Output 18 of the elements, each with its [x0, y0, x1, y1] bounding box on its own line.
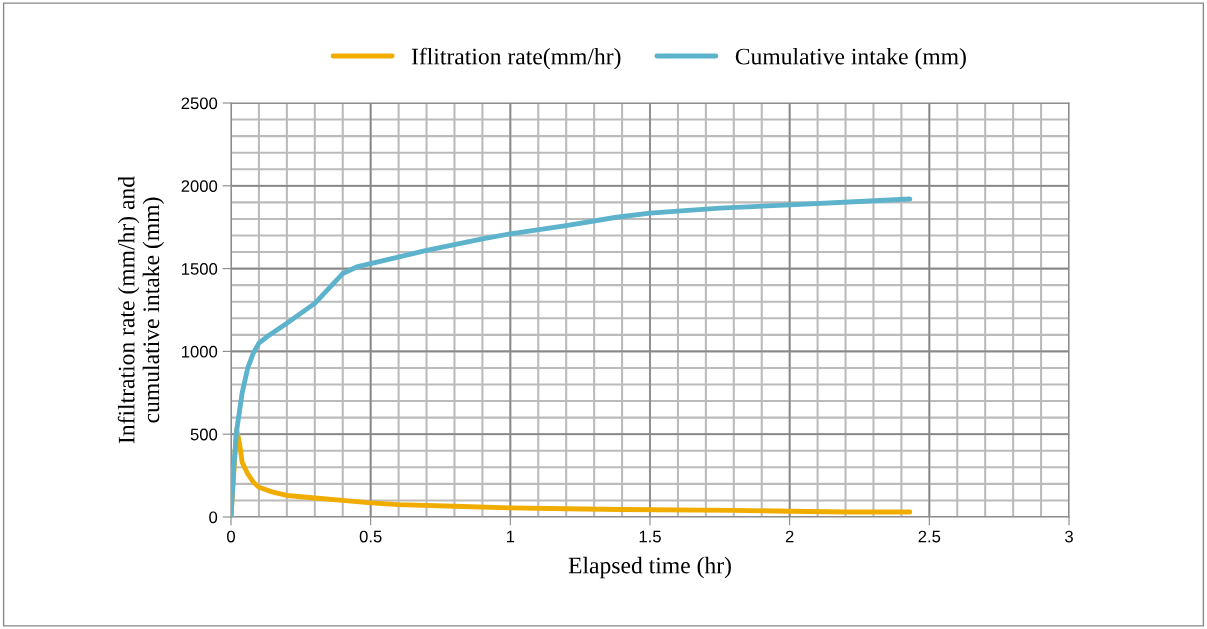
y-tick-label: 0 [209, 511, 218, 524]
x-tick-label: 3 [1065, 530, 1073, 543]
x-tick-label: 2 [785, 530, 794, 543]
x-tick-label: 1 [506, 530, 515, 543]
x-axis-title: Elapsed time (hr) [568, 556, 731, 579]
y-tick-label: 1000 [182, 345, 218, 358]
x-tick-label: 0 [227, 530, 235, 543]
y-tick-label: 2000 [181, 180, 218, 192]
legend-label: Cumulative intake (mm) [735, 47, 966, 70]
y-tick-label: 1500 [182, 263, 218, 275]
x-tick-label: 0.5 [359, 530, 382, 543]
y-axis-title: Infiltration rate (mm/hr) and cumulative intake (mm) [117, 176, 165, 444]
y-tick-label: 2500 [181, 97, 218, 110]
y-tick-label: 500 [190, 428, 218, 441]
x-tick-label: 1.5 [639, 530, 661, 543]
legend-label: Iflitration rate(mm/hr) [411, 47, 621, 70]
line-series [231, 196, 913, 517]
x-tick-label: 2.5 [918, 530, 941, 543]
